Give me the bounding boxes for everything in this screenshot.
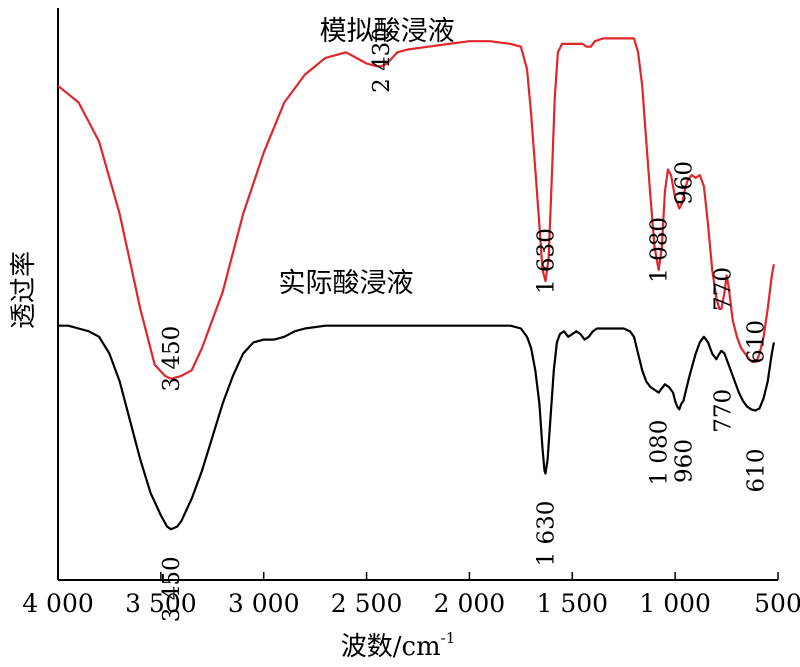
- x-tick-label: 3 000: [228, 589, 300, 618]
- series-line-1: [57, 37, 775, 380]
- x-tick-label: 3 500: [125, 589, 197, 618]
- x-tick-label: 2 500: [331, 589, 403, 618]
- peak-label: 1 080: [647, 217, 673, 283]
- peak-label: 610: [743, 449, 769, 493]
- y-axis-label: 透过率: [9, 251, 39, 329]
- x-tick-label: 500: [754, 589, 800, 618]
- x-axis-label-superscript: -1: [441, 629, 456, 647]
- x-tick-label: 1 000: [639, 589, 711, 618]
- peak-label: 3 450: [159, 556, 185, 622]
- series-label: 模拟酸浸液: [320, 16, 455, 47]
- series-line-2: [58, 324, 775, 531]
- peak-label: 960: [671, 161, 697, 205]
- chart-axes: [57, 8, 778, 581]
- x-axis-label: 波数/cm-1: [341, 629, 456, 662]
- peak-label: 1 630: [534, 228, 560, 294]
- peak-label: 1 630: [534, 501, 560, 567]
- peak-label: 960: [671, 439, 697, 483]
- x-tick-label: 1 500: [536, 589, 608, 618]
- axis-labels: 波数/cm-1 透过率: [9, 251, 455, 662]
- peak-label: 770: [711, 267, 737, 311]
- peak-label: 770: [711, 389, 737, 433]
- peak-label: 610: [743, 320, 769, 364]
- x-tick-label: 4 000: [22, 589, 94, 618]
- series-group: [57, 37, 775, 531]
- x-tick-label: 2 000: [434, 589, 506, 618]
- peak-label: 3 450: [159, 326, 185, 392]
- series-label: 实际酸浸液: [279, 268, 414, 299]
- peak-label: 2 430: [369, 27, 395, 93]
- x-ticks: 4 000 3 500 3 000 2 500 2 000 1 500 1 000 500: [22, 572, 800, 618]
- peak-label: 1 080: [647, 420, 673, 486]
